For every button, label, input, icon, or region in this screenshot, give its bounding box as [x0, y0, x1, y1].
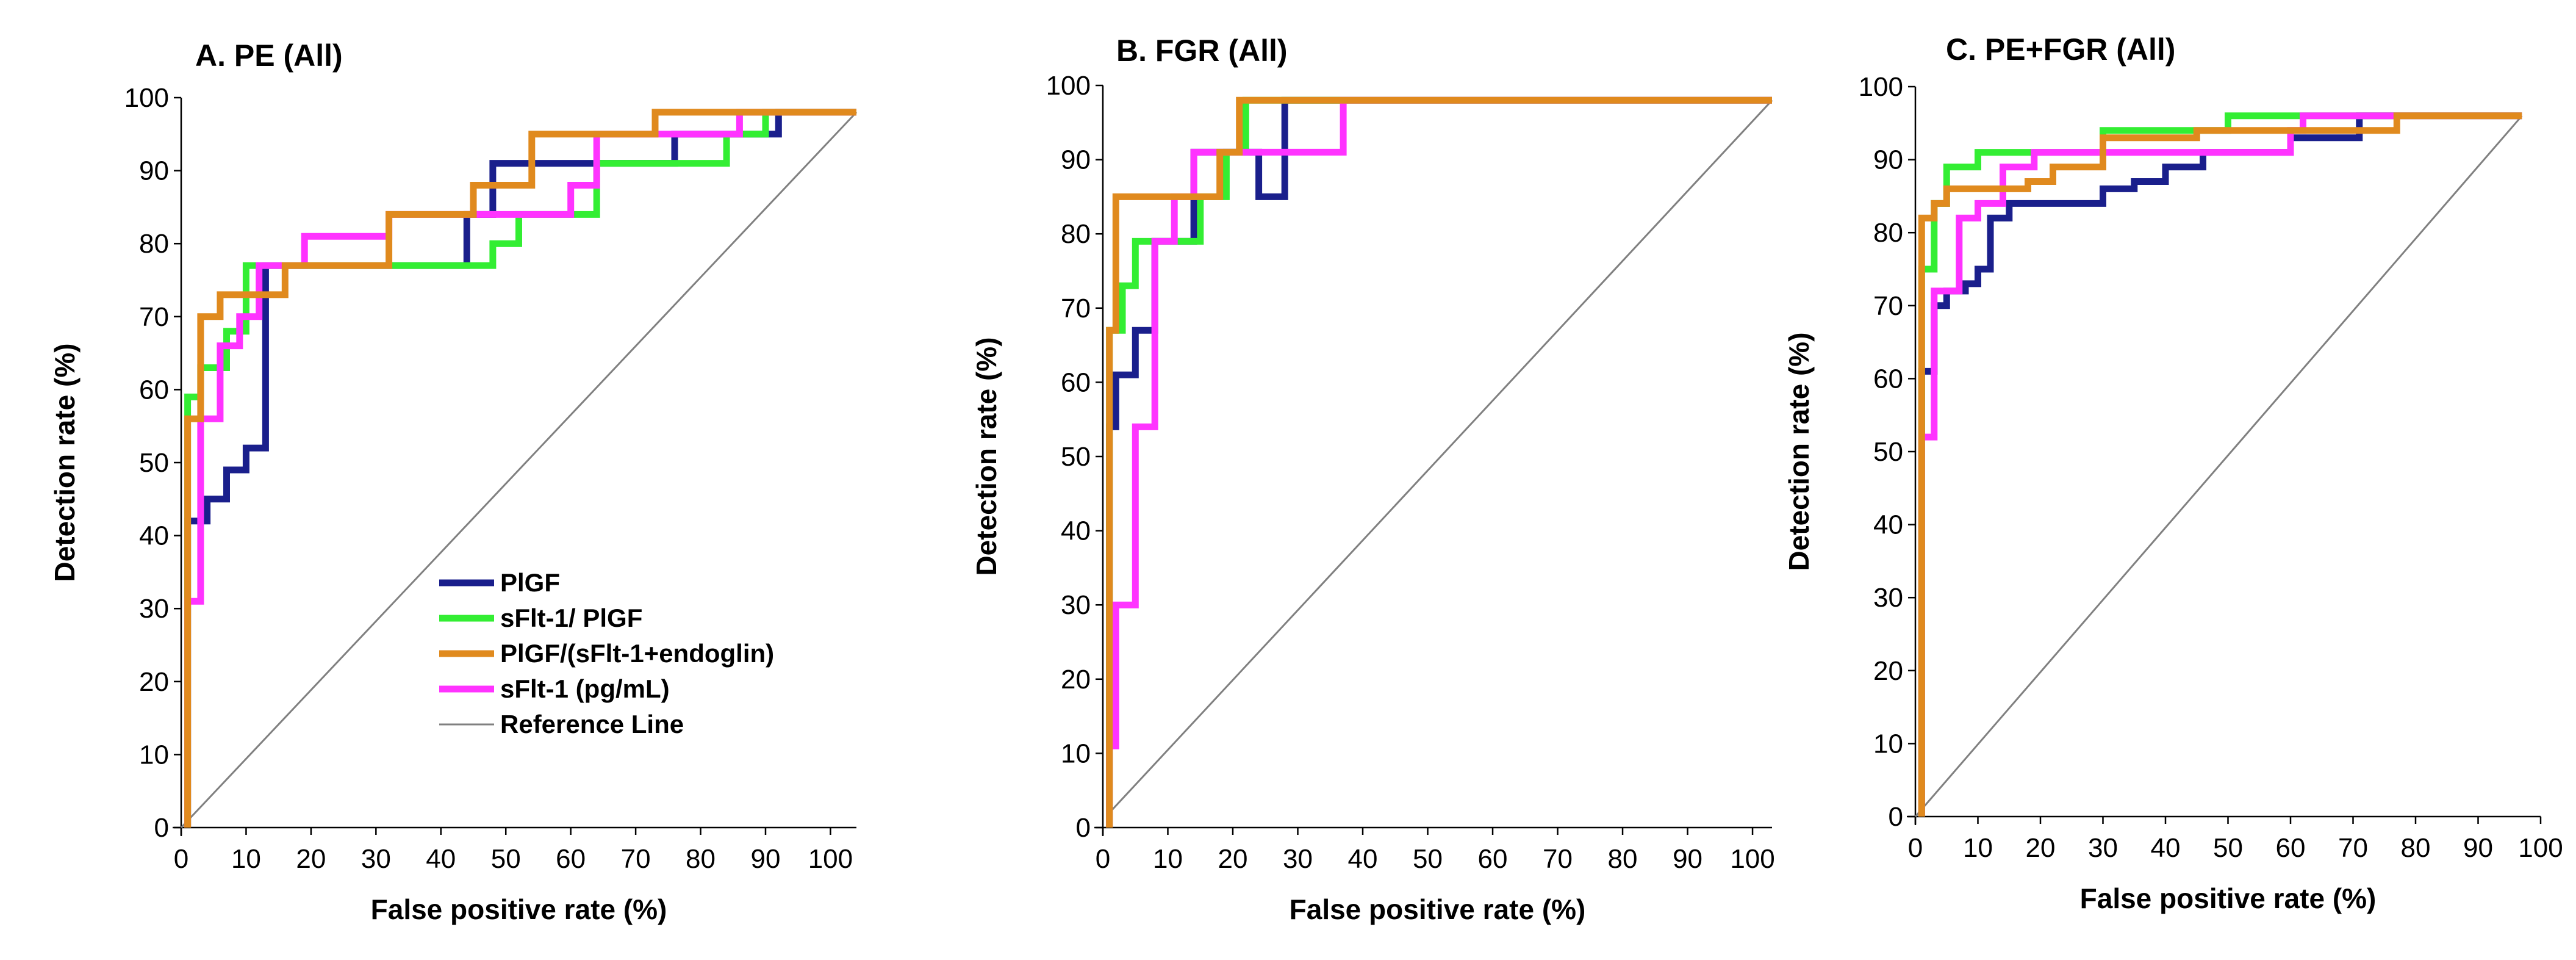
y-tick-label: 0 [1076, 813, 1091, 843]
x-tick-label: 40 [426, 844, 456, 874]
y-tick-label: 80 [139, 229, 169, 259]
y-tick-label: 20 [1061, 665, 1091, 695]
legend-label-plgf: PlGF [500, 568, 560, 597]
x-tick-label: 80 [1608, 844, 1638, 874]
y-tick-label: 40 [1061, 516, 1091, 546]
x-tick-label: 20 [2026, 833, 2056, 863]
y-tick-label: 0 [1889, 802, 1903, 832]
legend-label-sflt-1-plgf: sFlt-1/ PlGF [500, 604, 642, 632]
x-axis-title-b: False positive rate (%) [1290, 893, 1586, 925]
y-tick-label: 10 [139, 740, 169, 770]
x-tick-label: 30 [1283, 844, 1313, 874]
y-tick-label: 80 [1873, 218, 1903, 248]
y-tick-label: 90 [139, 156, 169, 186]
x-axis-title-a: False positive rate (%) [371, 893, 667, 925]
x-tick-label: 50 [2213, 833, 2243, 863]
y-tick-label: 50 [1061, 442, 1091, 472]
x-tick-label: 90 [1673, 844, 1702, 874]
series-plgf-sflt-1-endoglin-c [1918, 112, 2522, 817]
y-tick-label: 100 [1859, 72, 1903, 102]
y-axis-title-b: Detection rate (%) [970, 337, 1002, 576]
series-plgf-sflt-1-endoglin-a [184, 109, 856, 828]
x-tick-label: 30 [2088, 833, 2118, 863]
y-tick-label: 60 [1873, 364, 1903, 394]
y-tick-label: 90 [1873, 145, 1903, 175]
x-tick-label: 70 [1543, 844, 1573, 874]
y-tick-label: 50 [139, 448, 169, 478]
chart-title-a: A. PE (All) [195, 38, 343, 73]
x-tick-label: 0 [1908, 833, 1923, 863]
x-tick-label: 70 [2338, 833, 2368, 863]
x-tick-label: 90 [751, 844, 781, 874]
x-tick-label: 60 [556, 844, 586, 874]
y-tick-label: 70 [1061, 294, 1091, 323]
legend-label-reference-line: Reference Line [500, 710, 684, 738]
y-tick-label: 0 [154, 813, 169, 843]
y-tick-label: 70 [139, 302, 169, 332]
chart-panel-a: A. PE (All) 0 10 20 30 40 50 60 70 80 90 100 0 10 20 30… [49, 38, 858, 925]
y-tick-label: 70 [1873, 291, 1903, 321]
x-tick-label: 10 [1963, 833, 1993, 863]
y-tick-label: 90 [1061, 145, 1091, 175]
x-tick-label: 40 [2151, 833, 2181, 863]
x-tick-label: 70 [621, 844, 651, 874]
series-sflt-1-pg-ml-b [1106, 96, 1772, 828]
y-tick-label: 30 [1873, 583, 1903, 613]
y-tick-label: 60 [1061, 367, 1091, 397]
chart-title-b: B. FGR (All) [1116, 34, 1288, 68]
y-tick-label: 20 [1873, 656, 1903, 686]
x-tick-label: 100 [808, 844, 853, 874]
x-tick-label: 100 [1730, 844, 1774, 874]
y-axis-title-c: Detection rate (%) [1783, 332, 1815, 571]
legend: PlGF sFlt-1/ PlGF PlGF/(sFlt-1+endoglin) sF… [439, 568, 774, 738]
x-tick-label: 50 [1413, 844, 1443, 874]
y-tick-label: 100 [124, 83, 169, 113]
x-tick-label: 30 [361, 844, 391, 874]
chart-panel-b: B. FGR (All) 0 10 20 30 40 50 60 70 80 90 100 0 10 20 3… [970, 34, 1775, 925]
x-tick-label: 80 [2401, 833, 2431, 863]
y-tick-label: 40 [139, 521, 169, 551]
legend-label-sflt-1-pg-ml: sFlt-1 (pg/mL) [500, 674, 670, 703]
series-reference-line-b [1108, 99, 1773, 814]
legend-label-plgf-sflt-1-endoglin: PlGF/(sFlt-1+endoglin) [500, 639, 774, 668]
x-tick-label: 50 [491, 844, 521, 874]
series-reference-line-c [1914, 115, 2523, 817]
x-tick-label: 0 [1096, 844, 1110, 874]
x-tick-label: 80 [686, 844, 716, 874]
series-reference-line-a [180, 111, 858, 829]
y-tick-label: 50 [1873, 437, 1903, 467]
y-tick-label: 30 [139, 594, 169, 624]
x-tick-label: 60 [1478, 844, 1508, 874]
y-tick-label: 80 [1061, 219, 1091, 249]
y-tick-label: 100 [1046, 71, 1091, 101]
y-tick-label: 10 [1061, 738, 1091, 768]
y-tick-label: 40 [1873, 510, 1903, 540]
x-axis-title-c: False positive rate (%) [2080, 882, 2377, 914]
x-tick-label: 90 [2463, 833, 2493, 863]
y-tick-label: 60 [139, 375, 169, 405]
x-tick-label: 10 [231, 844, 261, 874]
x-tick-label: 0 [174, 844, 188, 874]
x-tick-label: 60 [2276, 833, 2306, 863]
chart-title-c: C. PE+FGR (All) [1946, 32, 2175, 67]
y-tick-label: 30 [1061, 590, 1091, 620]
series-plgf-sflt-1-endoglin-b [1106, 96, 1772, 828]
y-tick-label: 10 [1873, 729, 1903, 759]
y-axis-title-a: Detection rate (%) [49, 343, 81, 582]
x-tick-label: 20 [296, 844, 326, 874]
y-tick-label: 20 [139, 667, 169, 697]
x-tick-label: 100 [2518, 833, 2563, 863]
chart-panel-c: C. PE+FGR (All) 0 10 20 30 40 50 60 70 80 90 100 0 10… [1783, 32, 2563, 914]
x-tick-label: 40 [1348, 844, 1378, 874]
x-tick-label: 10 [1153, 844, 1183, 874]
x-tick-label: 20 [1218, 844, 1248, 874]
